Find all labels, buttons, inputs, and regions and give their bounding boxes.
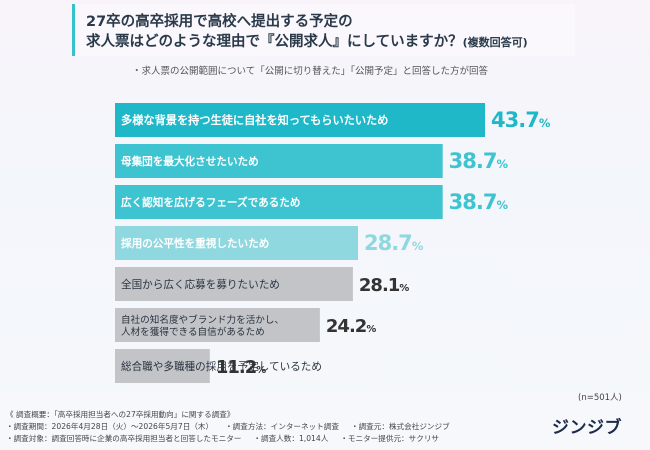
chart-title-line2-main: 求人票はどのような理由で『公開求人』にしていますか？: [86, 34, 463, 50]
value-unit-2: %: [496, 157, 508, 171]
value-label-4: 28.7%: [364, 231, 424, 255]
value-unit-7: %: [256, 365, 266, 376]
title-box: [72, 4, 575, 56]
bar-label-7: 総合職や多職種の採用を予定しているため: [121, 360, 322, 373]
chart-subtitle: ・求人票の公開範囲について「公開に切り替えた」「公開予定」と回答した方が回答: [132, 66, 488, 77]
bar-label-6-line2: 人材を獲得できる自信があるため: [121, 326, 265, 338]
bar-label-3: 広く認知を広げるフェーズであるため: [121, 196, 300, 209]
survey-target: ・調査対象：調査回答時に企業の高卒採用担当者と回答したモニター: [6, 434, 242, 443]
value-unit-3: %: [496, 198, 508, 212]
value-label-3: 38.7%: [449, 190, 509, 214]
value-label-5: 28.1%: [359, 275, 409, 296]
bar-4: [115, 226, 358, 260]
bar-3: [115, 185, 443, 219]
bar-7: [115, 349, 210, 383]
bar-label-2: 母集団を最大化させたいため: [121, 155, 259, 168]
bar-label-4: 採用の公平性を重視したいため: [121, 237, 269, 250]
bar-6: [115, 308, 320, 342]
survey-details-row2: ・調査対象：調査回答時に企業の高卒採用担当者と回答したモニター ・調査人数：1,0…: [6, 433, 439, 444]
value-unit-6: %: [366, 324, 376, 335]
survey-count: ・調査人数：1,014人: [253, 434, 329, 443]
value-unit-5: %: [399, 283, 409, 294]
chart-title-suffix: (複数回答可): [462, 36, 528, 49]
sample-size-label: (n=501人): [578, 393, 622, 403]
bar-1: [115, 103, 485, 137]
value-label-7: 11.2%: [216, 357, 266, 378]
bar-label-5: 全国から広く応募を募りたいため: [121, 278, 280, 291]
value-label-1: 43.7%: [491, 108, 551, 132]
bar-label-6-line1: 自社の知名度やブランド力を活かし、: [121, 314, 284, 326]
value-label-6: 24.2%: [326, 316, 376, 337]
survey-overview-heading: 《 調査概要：「高卒採用担当者への27卒採用動向」に関する調査》: [6, 410, 235, 419]
bar-label-1: 多様な背景を持つ生徒に自社を知ってもらいたいため: [121, 113, 388, 127]
bar-2: [115, 144, 443, 178]
chart-title-line1: 27卒の高卒採用で高校へ提出する予定の: [86, 14, 353, 30]
survey-source: ・調査元：株式会社ジンジブ: [351, 422, 450, 431]
value-unit-1: %: [539, 116, 551, 130]
survey-method: ・調査方法：インターネット調査: [225, 422, 339, 431]
company-logo: ジンジブ: [552, 418, 622, 438]
survey-period: ・調査期間：2026年4月28日（火）～2026年5月7日（木）: [6, 422, 214, 431]
survey-monitor-provider: ・モニター提供元：サクリサ: [340, 434, 440, 443]
chart-title-line2: 求人票はどのような理由で『公開求人』にしていますか？(複数回答可): [86, 30, 528, 51]
bar-5: [115, 267, 353, 301]
survey-details-row1: ・調査期間：2026年4月28日（火）～2026年5月7日（木） ・調査方法：イン…: [6, 421, 450, 432]
value-unit-4: %: [412, 239, 424, 253]
value-label-2: 38.7%: [449, 149, 509, 173]
